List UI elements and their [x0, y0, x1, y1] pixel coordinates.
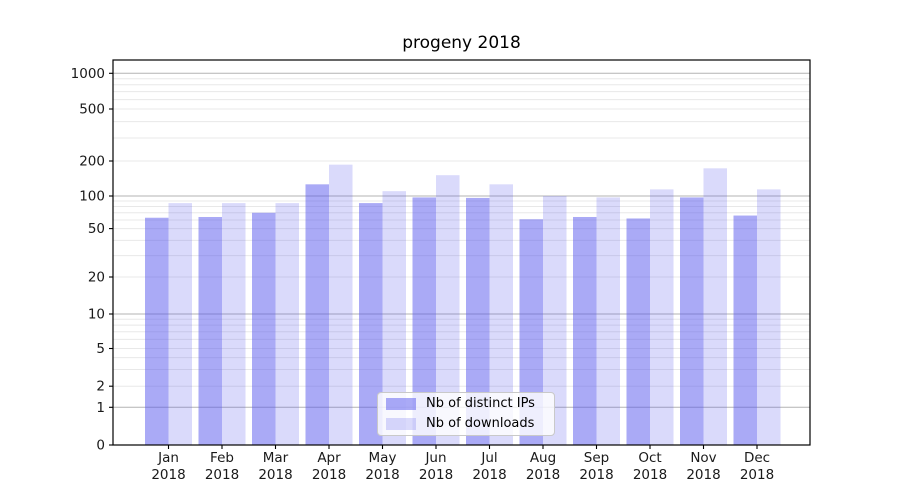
y-tick-label: 500: [79, 102, 105, 118]
bar-distinct-ips-jul: [466, 197, 490, 445]
bar-downloads-mar: [275, 203, 299, 445]
x-tick-label-year: 2018: [258, 467, 292, 483]
x-tick-label-month: May: [369, 450, 397, 466]
x-tick-label-month: Jul: [480, 450, 497, 466]
y-tick-label: 1: [96, 400, 105, 416]
plot-frame: [112, 59, 811, 446]
legend-label-distinct-ips: Nb of distinct IPs: [426, 396, 535, 412]
y-tick-label: 20: [88, 270, 105, 286]
bar-downloads-feb: [222, 203, 246, 445]
bar-downloads-may: [382, 191, 406, 445]
bar-downloads-jan: [168, 203, 192, 445]
x-tick-label-month: Mar: [263, 450, 289, 466]
x-tick-label-month: Nov: [690, 450, 716, 466]
bar-downloads-sep: [596, 197, 620, 445]
x-tick-label-month: Dec: [744, 450, 770, 466]
bar-downloads-nov: [703, 168, 727, 445]
x-tick-label-year: 2018: [205, 467, 239, 483]
x-tick-label-year: 2018: [472, 467, 506, 483]
x-tick-label-year: 2018: [579, 467, 613, 483]
y-tick-label: 10: [88, 307, 105, 323]
bar-distinct-ips-jun: [412, 197, 436, 445]
x-tick-label-year: 2018: [633, 467, 667, 483]
legend-entry-downloads: Nb of downloads: [384, 416, 548, 432]
y-tick-label: 5: [96, 341, 105, 357]
x-tick-label-month: Sep: [584, 450, 609, 466]
bar-downloads-oct: [650, 189, 674, 445]
bar-distinct-ips-nov: [680, 197, 704, 445]
y-tick-label: 1000: [71, 66, 105, 82]
y-tick-label: 2: [96, 379, 105, 395]
legend-swatch-downloads: [386, 417, 416, 430]
x-tick-label-year: 2018: [686, 467, 720, 483]
bar-distinct-ips-dec: [733, 215, 757, 445]
bar-distinct-ips-apr: [305, 184, 329, 445]
x-tick-label-month: Jun: [424, 450, 446, 466]
legend-entry-distinct-ips: Nb of distinct IPs: [384, 396, 548, 412]
bar-downloads-jul: [489, 184, 513, 445]
x-tick-label-year: 2018: [419, 467, 453, 483]
bar-downloads-jun: [436, 175, 460, 445]
bar-downloads-aug: [543, 196, 567, 445]
chart-title: progeny 2018: [402, 33, 521, 53]
bar-distinct-ips-may: [359, 203, 383, 445]
bar-distinct-ips-oct: [626, 218, 650, 445]
x-tick-label-month: Jan: [157, 450, 179, 466]
x-tick-label-year: 2018: [312, 467, 346, 483]
bar-distinct-ips-jan: [145, 217, 169, 445]
x-tick-label-month: Apr: [317, 450, 341, 466]
x-tick-label-month: Oct: [638, 450, 661, 466]
bar-distinct-ips-feb: [198, 216, 222, 445]
bar-distinct-ips-mar: [252, 212, 276, 445]
legend: Nb of distinct IPs Nb of downloads: [377, 392, 555, 436]
x-tick-label-year: 2018: [526, 467, 560, 483]
x-tick-label-month: Feb: [210, 450, 234, 466]
x-tick-label-year: 2018: [365, 467, 399, 483]
legend-label-downloads: Nb of downloads: [426, 416, 535, 431]
y-tick-label: 0: [96, 438, 105, 454]
bar-downloads-apr: [329, 164, 353, 445]
y-tick-label: 100: [79, 189, 105, 205]
y-tick-label: 200: [79, 154, 105, 170]
bar-distinct-ips-sep: [573, 216, 597, 445]
legend-swatch-distinct-ips: [386, 398, 416, 411]
bar-downloads-dec: [757, 189, 781, 445]
x-tick-label-year: 2018: [740, 467, 774, 483]
bar-distinct-ips-aug: [519, 219, 543, 445]
y-tick-label: 50: [88, 221, 105, 237]
x-tick-label-year: 2018: [151, 467, 185, 483]
x-tick-label-month: Aug: [530, 450, 556, 466]
